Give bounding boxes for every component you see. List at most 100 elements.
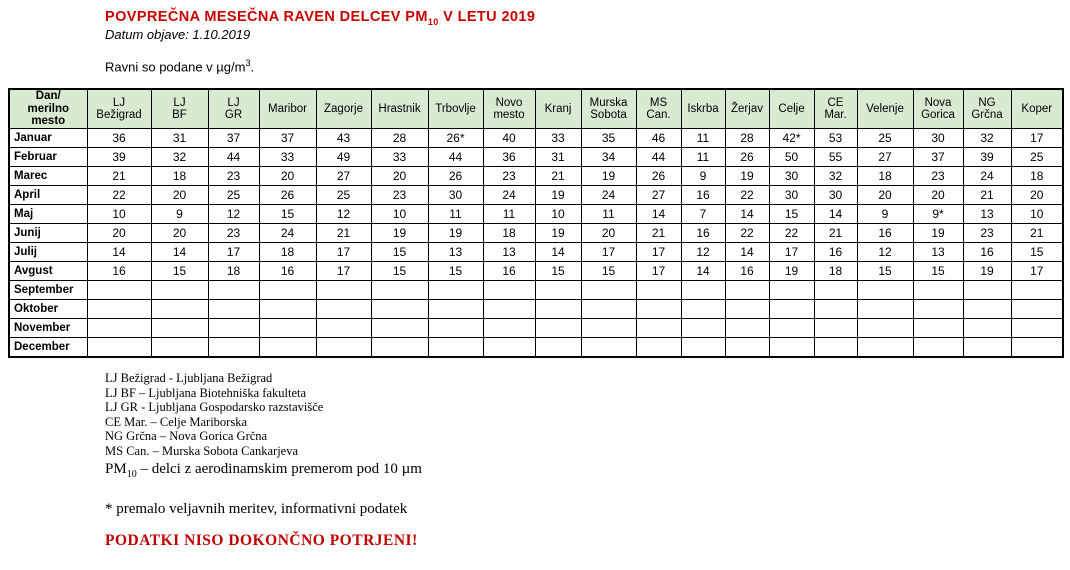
table-cell: 43: [315, 128, 372, 148]
table-cell: 24: [962, 166, 1012, 186]
table-cell: [1010, 337, 1064, 358]
pm10-definition-prefix: PM: [105, 461, 127, 477]
table-cell: 30: [813, 185, 858, 205]
table-cell: 20: [258, 166, 317, 186]
footnote-line: NG Grčna – Nova Gorica Grčna: [105, 429, 268, 444]
table-cell: 33: [534, 128, 582, 148]
table-cell: 20: [580, 223, 637, 243]
table-cell: 30: [427, 185, 484, 205]
table-cell: [1010, 299, 1064, 319]
table-cell: [86, 318, 152, 338]
table-cell: [258, 299, 317, 319]
table-cell: 16: [258, 261, 317, 281]
table-cell: 17: [1010, 128, 1064, 148]
table-cell: 34: [580, 147, 637, 167]
data-not-confirmed-warning: PODATKI NISO DOKONČNO POTRJENI!: [105, 532, 418, 549]
table-cell: 20: [370, 166, 429, 186]
table-cell: [856, 280, 914, 300]
table-cell: 14: [150, 242, 209, 262]
table-cell: 18: [1010, 166, 1064, 186]
table-cell: 19: [912, 223, 964, 243]
table-cell: 15: [258, 204, 317, 224]
units-superscript: 3: [245, 58, 251, 68]
units-text: Ravni so podane v µg/m: [105, 59, 246, 75]
table-row: November: [8, 318, 1064, 338]
table-cell: [768, 318, 815, 338]
table-row: Junij 20 20 23 24 21 19 19 18 19 20 21 16 22 22 21 16 19 2…: [8, 223, 1064, 243]
table-cell: [482, 299, 536, 319]
table-cell: [813, 280, 858, 300]
table-cell: 25: [1010, 147, 1064, 167]
table-cell: [482, 280, 536, 300]
table-cell: 26: [258, 185, 317, 205]
table-cell: 15: [427, 261, 484, 281]
table-cell: 15: [768, 204, 815, 224]
column-header: Zagorje: [315, 88, 372, 129]
units-note: Ravni so podane v µg/m3.: [105, 58, 254, 74]
table-cell: 13: [912, 242, 964, 262]
table-cell: [370, 299, 429, 319]
table-cell: 32: [813, 166, 858, 186]
table-cell: [724, 280, 770, 300]
table-cell: [724, 318, 770, 338]
table-cell: [680, 299, 726, 319]
table-cell: 44: [207, 147, 260, 167]
table-cell: [86, 280, 152, 300]
footnote-line: LJ Bežigrad - Ljubljana Bežigrad: [105, 371, 273, 385]
table-cell: 14: [534, 242, 582, 262]
pm10-monthly-table: Dan/ merilno mesto LJ Bežigrad LJ BF LJ GR…: [8, 88, 1064, 358]
table-row: Oktober: [8, 299, 1064, 319]
table-header-row: Dan/ merilno mesto LJ Bežigrad LJ BF LJ GR…: [8, 88, 1064, 129]
table-cell: 24: [258, 223, 317, 243]
table-cell: 33: [258, 147, 317, 167]
table-cell: 20: [150, 185, 209, 205]
table-cell: 17: [207, 242, 260, 262]
table-cell: 19: [534, 185, 582, 205]
table-cell: [427, 318, 484, 338]
table-cell: 49: [315, 147, 372, 167]
table-cell: 14: [813, 204, 858, 224]
table-cell: 22: [86, 185, 152, 205]
title-subscript: 10: [427, 16, 439, 27]
table-cell: 9*: [912, 204, 964, 224]
table-cell: [315, 318, 372, 338]
table-cell: 23: [482, 166, 536, 186]
asterisk-footnote: * premalo veljavnih meritev, informativn…: [105, 501, 408, 517]
table-cell: 37: [258, 128, 317, 148]
row-label: April: [8, 185, 88, 205]
table-cell: 10: [370, 204, 429, 224]
table-cell: 23: [207, 223, 260, 243]
row-label: Maj: [8, 204, 88, 224]
table-cell: 23: [207, 166, 260, 186]
table-cell: 25: [856, 128, 914, 148]
table-cell: 17: [768, 242, 815, 262]
table-cell: 26: [724, 147, 770, 167]
table-cell: [912, 299, 964, 319]
table-cell: 37: [912, 147, 964, 167]
column-header: Hrastnik: [370, 88, 429, 129]
table-cell: 16: [86, 261, 152, 281]
table-cell: 22: [768, 223, 815, 243]
table-cell: [482, 318, 536, 338]
table-cell: [207, 318, 260, 338]
table-cell: 25: [315, 185, 372, 205]
abbreviation-footnotes: LJ Bežigrad - Ljubljana Bežigrad LJ BF – …: [105, 371, 323, 459]
table-cell: 21: [1010, 223, 1064, 243]
table-cell: [315, 280, 372, 300]
table-cell: 15: [580, 261, 637, 281]
table-cell: 26*: [427, 128, 484, 148]
table-cell: [427, 280, 484, 300]
table-cell: 32: [962, 128, 1012, 148]
table-cell: [427, 337, 484, 358]
table-cell: [635, 337, 682, 358]
table-cell: 44: [427, 147, 484, 167]
table-cell: 42*: [768, 128, 815, 148]
table-cell: 30: [768, 166, 815, 186]
table-cell: 16: [856, 223, 914, 243]
table-cell: 39: [962, 147, 1012, 167]
publication-date: Datum objave: 1.10.2019: [105, 27, 251, 42]
row-label: Marec: [8, 166, 88, 186]
table-cell: 20: [1010, 185, 1064, 205]
table-cell: 31: [534, 147, 582, 167]
column-header: Kranj: [534, 88, 582, 129]
